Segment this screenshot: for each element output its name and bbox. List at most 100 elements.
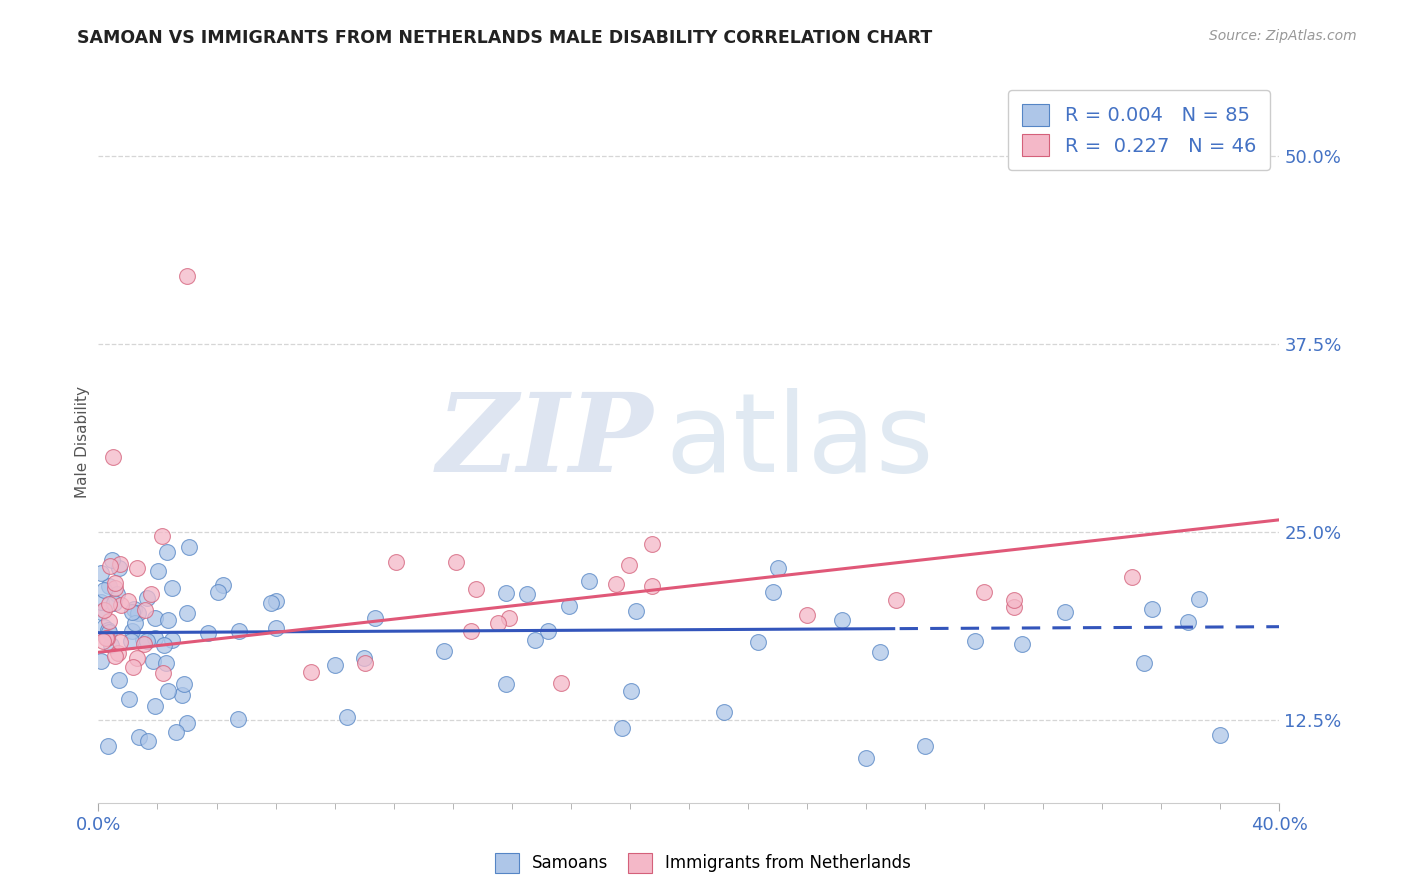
Point <box>122 660 145 674</box>
Point <box>1002 600 1025 615</box>
Point <box>108 635 131 649</box>
Point <box>516 587 538 601</box>
Text: ZIP: ZIP <box>437 388 654 495</box>
Point <box>177 540 200 554</box>
Point <box>336 709 359 723</box>
Point <box>444 555 467 569</box>
Point <box>148 564 170 578</box>
Point <box>153 638 176 652</box>
Point <box>156 613 179 627</box>
Point <box>963 634 986 648</box>
Point <box>1177 615 1199 630</box>
Point <box>152 666 174 681</box>
Point <box>176 715 198 730</box>
Point <box>299 665 322 679</box>
Point <box>855 750 877 764</box>
Point <box>135 591 157 605</box>
Point <box>110 558 132 572</box>
Point <box>610 721 633 735</box>
Point <box>495 585 517 599</box>
Point <box>550 675 572 690</box>
Point <box>796 607 818 622</box>
Point <box>211 577 233 591</box>
Point <box>1121 570 1143 584</box>
Point <box>620 684 643 698</box>
Point <box>91 634 114 648</box>
Y-axis label: Male Disability: Male Disability <box>75 385 90 498</box>
Point <box>90 566 112 581</box>
Point <box>364 611 387 625</box>
Point <box>107 673 129 687</box>
Point <box>100 638 122 652</box>
Point <box>127 560 149 574</box>
Point <box>173 677 195 691</box>
Point <box>97 597 120 611</box>
Point <box>973 585 995 599</box>
Point <box>578 574 600 588</box>
Point <box>524 632 547 647</box>
Point <box>124 601 146 615</box>
Point <box>155 656 177 670</box>
Point <box>90 654 112 668</box>
Text: Source: ZipAtlas.com: Source: ZipAtlas.com <box>1209 29 1357 44</box>
Point <box>869 644 891 658</box>
Point <box>125 650 148 665</box>
Point <box>156 683 179 698</box>
Point <box>107 646 129 660</box>
Point <box>537 624 560 638</box>
Point <box>323 658 346 673</box>
Point <box>1011 637 1033 651</box>
Point <box>170 688 193 702</box>
Point <box>156 545 179 559</box>
Point <box>465 582 488 596</box>
Point <box>98 579 121 593</box>
Point <box>160 633 183 648</box>
Point <box>128 730 150 744</box>
Point <box>97 614 120 628</box>
Point <box>93 603 115 617</box>
Point <box>264 594 287 608</box>
Point <box>94 631 117 645</box>
Point <box>150 528 173 542</box>
Point <box>97 624 120 639</box>
Point <box>1002 592 1025 607</box>
Point <box>160 581 183 595</box>
Point <box>143 632 166 646</box>
Point <box>831 613 853 627</box>
Point <box>104 575 127 590</box>
Point <box>127 606 149 620</box>
Point <box>96 632 118 646</box>
Point <box>354 656 377 670</box>
Point <box>1133 656 1156 670</box>
Point <box>143 610 166 624</box>
Point <box>605 577 627 591</box>
Point <box>104 648 127 663</box>
Point <box>138 733 160 747</box>
Point <box>197 625 219 640</box>
Point <box>93 582 115 597</box>
Point <box>641 579 664 593</box>
Point <box>884 592 907 607</box>
Point <box>264 621 287 635</box>
Point <box>626 604 648 618</box>
Point <box>1054 606 1077 620</box>
Point <box>135 633 157 648</box>
Point <box>120 633 142 648</box>
Point <box>139 587 162 601</box>
Point <box>108 561 131 575</box>
Point <box>121 605 143 619</box>
Point <box>100 552 122 566</box>
Point <box>433 644 456 658</box>
Point <box>228 712 250 726</box>
Point <box>121 624 143 638</box>
Point <box>134 637 156 651</box>
Point <box>176 607 198 621</box>
Point <box>117 593 139 607</box>
Point <box>103 596 125 610</box>
Point <box>1140 602 1163 616</box>
Point <box>97 739 120 754</box>
Point <box>385 555 408 569</box>
Legend: Samoans, Immigrants from Netherlands: Samoans, Immigrants from Netherlands <box>488 847 918 880</box>
Point <box>97 623 120 637</box>
Point <box>103 450 125 464</box>
